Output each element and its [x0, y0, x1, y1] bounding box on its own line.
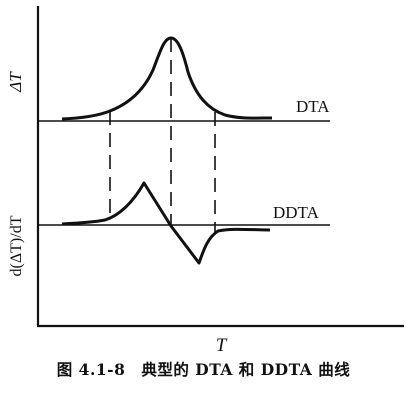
dta-curve	[61, 36, 273, 121]
dta-curve-label: DTA	[296, 97, 330, 116]
ddta-curve	[61, 181, 271, 265]
y-axis-label-delta-t: ΔT	[6, 71, 25, 93]
x-axis-label-t: T	[216, 335, 228, 356]
y-axis-label-derivative: d(ΔT)/dT	[8, 215, 25, 276]
ddta-curve-label: DDTA	[273, 203, 320, 222]
figure-caption: 图 4.1-8 典型的 DTA 和 DDTA 曲线	[56, 360, 351, 379]
